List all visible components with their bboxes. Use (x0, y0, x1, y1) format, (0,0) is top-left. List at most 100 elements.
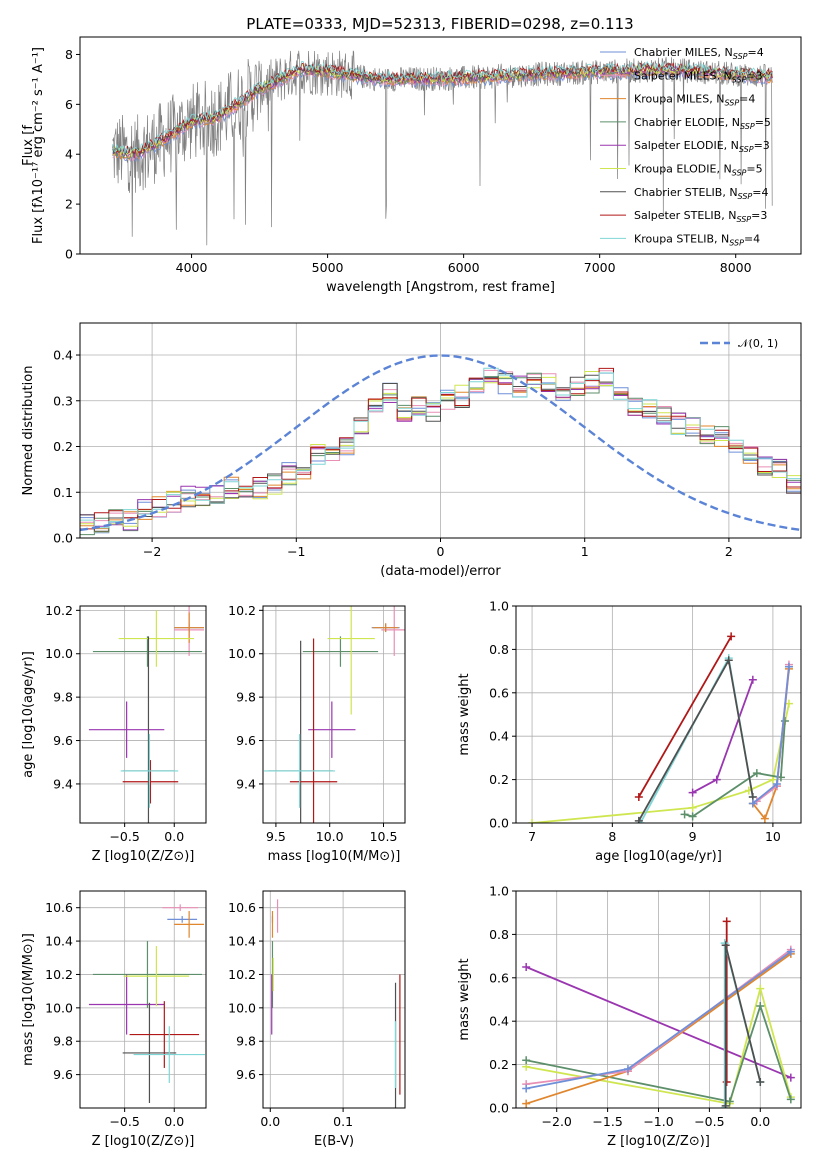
x-tick-label: −1.0 (643, 1114, 673, 1129)
x-tick-label: 0.1 (333, 1114, 353, 1129)
x-tick-label: 10.5 (370, 829, 398, 844)
y-tick-label: 2 (65, 197, 73, 212)
y-tick-label: 9.6 (236, 733, 256, 748)
plot-area-spectrum (112, 50, 773, 246)
figure-title: PLATE=0333, MJD=52313, FIBERID=0298, z=0… (246, 15, 633, 33)
weight-marker (760, 814, 769, 823)
legend-n: N (721, 232, 729, 245)
residual-histogram-3 (80, 372, 801, 536)
plot-area-weight-vs-age (528, 632, 793, 823)
axes-frame (515, 890, 802, 1109)
panel-age-vs-mass: 9.5 10.0 10.5 9.4 9.6 9.8 10.0 10.2 mass [log10(… (228, 603, 406, 864)
legend-nssp: 3 (760, 209, 767, 222)
y-tick-label: 9.4 (53, 776, 73, 791)
legend-nssp: 4 (748, 93, 755, 106)
errorbar-point-4 (88, 974, 165, 1035)
errorbar-point-7 (129, 1001, 200, 1068)
legend-entry-0: Chabrier MILES, NSSP=4 (634, 46, 764, 61)
weight-line-2 (526, 1003, 792, 1103)
y-tick-label: 9.8 (236, 1034, 256, 1049)
y-tick-label: 9.4 (236, 776, 256, 791)
weight-marker (786, 1095, 795, 1104)
legend-model-name: Kroupa MILES (634, 93, 709, 106)
model-spectrum-4 (112, 64, 773, 159)
legend-entry-8: Kroupa STELIB, NSSP=4 (634, 232, 760, 247)
axes-frame (79, 322, 802, 539)
x-axis-label: E(B-V) (314, 1134, 354, 1149)
legend-eq: = (739, 93, 748, 106)
errorbar-point-5 (123, 946, 190, 1007)
legend-nssp: 4 (761, 186, 768, 199)
errorbar-point-2 (174, 612, 205, 643)
axes-frame (79, 605, 207, 824)
errorbar-point-7 (289, 638, 338, 823)
weight-marker (756, 1077, 765, 1086)
legend-n: N (732, 116, 740, 129)
y-axis-label: age [log10(age/yr)] (21, 651, 36, 778)
errorbar-point-6 (122, 1002, 177, 1103)
weight-line-4 (639, 655, 754, 823)
errorbar-point-3 (92, 941, 203, 1008)
weight-marker (748, 675, 757, 684)
panel-spectrum: 4000 5000 6000 7000 8000 0 2 4 6 8 wavelength [Ang… (21, 36, 802, 295)
legend-ssp: SSP (739, 145, 754, 154)
y-tick-label: 0.0 (489, 816, 509, 831)
x-axis-label: Z [log10(Z/Z⊙)] (92, 1134, 195, 1149)
legend-ssp: SSP (729, 238, 744, 247)
legend-nssp: 4 (757, 46, 764, 59)
y-tick-label: 0.1 (53, 485, 73, 500)
x-tick-label: 4000 (176, 260, 208, 275)
y-tick-label: 4 (65, 147, 73, 162)
weight-line-3 (638, 635, 732, 798)
legend-nssp: 5 (764, 116, 771, 129)
errorbar-point-8 (264, 734, 336, 808)
y-tick-label: 0.4 (53, 348, 73, 363)
axes-frame (79, 36, 802, 255)
y-tick-label: 0.6 (489, 970, 509, 985)
legend-eq: = (747, 46, 756, 59)
legend-nssp: 4 (753, 232, 760, 245)
x-tick-label: −2.0 (542, 1114, 572, 1129)
legend-model-name: Chabrier MILES (634, 46, 718, 59)
axes-frame (515, 605, 802, 824)
axes-frame (262, 890, 406, 1109)
x-tick-label: −2 (143, 544, 161, 559)
errorbar-point-2 (372, 623, 399, 633)
x-tick-label: −1.5 (592, 1114, 622, 1129)
y-tick-label: 10.0 (45, 646, 73, 661)
y-tick-label: 8 (65, 47, 73, 62)
legend-eq: = (752, 186, 761, 199)
weight-line-8 (724, 945, 762, 1106)
legend-eq: = (746, 69, 755, 82)
x-tick-label: 9 (689, 829, 697, 844)
x-axis-label: mass [log10(M/M⊙)] (268, 849, 401, 864)
errorbar-point-3 (92, 636, 203, 667)
data-spectrum (112, 50, 773, 246)
legend-entry-1: Salpeter MILES, NSSP=3 (634, 69, 763, 84)
x-tick-label: 2 (725, 544, 733, 559)
y-tick-label: 10.6 (228, 900, 256, 915)
legend-ssp: SSP (732, 75, 747, 84)
y-axis-label: Normed distribution (21, 366, 36, 496)
weight-marker (772, 779, 781, 788)
legend-n: N (723, 69, 731, 82)
weight-marker (727, 632, 736, 641)
y-tick-label: 0.6 (489, 685, 509, 700)
legend-model-name: Kroupa ELODIE (634, 163, 716, 176)
plot-area-age-vs-mass (264, 606, 405, 823)
legend-eq: = (744, 232, 753, 245)
x-tick-label: 6000 (448, 260, 480, 275)
legend-eq: = (746, 163, 755, 176)
weight-line-1 (684, 720, 786, 818)
y-tick-label: 9.8 (53, 1034, 73, 1049)
x-tick-label: −1 (287, 544, 305, 559)
errorbar-point-7 (122, 760, 179, 804)
spectrum-y-label: Flux [fλ10⁻¹⁷ erg cm⁻² s⁻¹ A⁻¹] (31, 47, 46, 244)
y-tick-label: 0.2 (489, 772, 509, 787)
weight-marker (712, 775, 721, 784)
x-tick-label: 7 (528, 829, 536, 844)
y-tick-label: 10.6 (45, 900, 73, 915)
legend-n: N (729, 186, 737, 199)
legend-model-name: Salpeter STELIB (634, 209, 721, 222)
legend-n: N (728, 209, 736, 222)
